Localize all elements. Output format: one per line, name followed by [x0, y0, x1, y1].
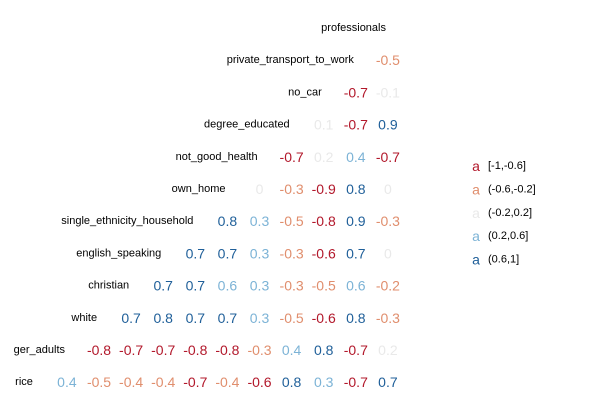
row-label: single_ethnicity_household [61, 215, 193, 227]
correlation-value: -0.6 [247, 374, 271, 390]
correlation-value: 0.7 [346, 245, 366, 261]
correlation-value: 0.9 [378, 117, 398, 133]
correlation-value: 0.7 [121, 310, 141, 326]
legend-label: (0.2,0.6] [488, 230, 528, 242]
correlation-value: -0.4 [151, 374, 175, 390]
row-label: professionals [321, 22, 386, 34]
correlation-value: 0.3 [250, 245, 270, 261]
correlation-value: -0.4 [119, 374, 143, 390]
correlation-value: -0.8 [87, 342, 111, 358]
correlation-value: -0.1 [376, 84, 400, 100]
correlation-value: 0.8 [153, 310, 173, 326]
correlation-value: 0.7 [186, 278, 206, 294]
correlation-value: 0.7 [218, 310, 238, 326]
correlation-value: 0.7 [186, 310, 206, 326]
correlation-value: -0.7 [344, 117, 368, 133]
correlation-value: -0.7 [183, 374, 207, 390]
row-label: rice [15, 376, 33, 388]
row-label: own_home [172, 183, 226, 195]
correlation-value: -0.7 [376, 149, 400, 165]
correlation-value: -0.3 [280, 245, 304, 261]
correlation-value: 0.4 [57, 374, 77, 390]
correlation-value: -0.5 [280, 310, 304, 326]
legend-label: (-0.2,0.2] [488, 207, 532, 219]
correlation-value: -0.3 [247, 342, 271, 358]
correlation-value: 0.9 [346, 213, 366, 229]
correlation-value: 0.7 [218, 245, 238, 261]
correlation-value: -0.3 [376, 310, 400, 326]
row-label: english_speaking [76, 247, 161, 259]
correlation-value: -0.8 [215, 342, 239, 358]
correlation-value: -0.7 [151, 342, 175, 358]
correlation-value: 0.3 [250, 213, 270, 229]
legend-key: a [472, 181, 480, 197]
correlation-value: 0.3 [314, 374, 334, 390]
row-labels: professionals private_transport_to_workno… [14, 22, 387, 388]
correlation-value: -0.7 [119, 342, 143, 358]
correlation-value: 0.2 [314, 149, 334, 165]
legend-key: a [472, 252, 480, 268]
row-label: private_transport_to_work [227, 54, 355, 66]
correlation-value: 0.4 [282, 342, 302, 358]
correlation-value: -0.5 [87, 374, 111, 390]
correlation-value: -0.7 [344, 374, 368, 390]
legend-key: a [472, 158, 480, 174]
correlation-value: -0.3 [280, 278, 304, 294]
correlation-value: -0.8 [312, 213, 336, 229]
correlation-value: 0.7 [153, 278, 173, 294]
row-label: white [70, 312, 97, 324]
correlation-value: 0 [384, 181, 392, 197]
correlation-value: -0.8 [183, 342, 207, 358]
correlation-value: 0.1 [314, 117, 334, 133]
correlation-value: 0.8 [282, 374, 302, 390]
correlation-value: -0.5 [376, 52, 400, 68]
correlation-values: -0.5 -0.7 -0.1 0.1 -0.7 0.9 -0.7 0.2 0.4 -0.7 0 -0.… [57, 52, 400, 390]
correlation-value: -0.6 [312, 310, 336, 326]
correlation-value: -0.2 [376, 278, 400, 294]
correlation-value: -0.6 [312, 245, 336, 261]
legend-label: [-1,-0.6] [488, 160, 526, 172]
row-label: degree_educated [204, 119, 290, 131]
correlation-value: 0.7 [378, 374, 398, 390]
correlation-value: 0.8 [314, 342, 334, 358]
correlation-value: 0.6 [346, 278, 366, 294]
correlation-value: -0.9 [312, 181, 336, 197]
correlation-value: 0.3 [250, 278, 270, 294]
correlation-value: 0.2 [378, 342, 398, 358]
correlation-value: -0.3 [280, 181, 304, 197]
correlation-value: 0.8 [218, 213, 238, 229]
correlation-value: -0.5 [312, 278, 336, 294]
correlation-value: -0.4 [215, 374, 239, 390]
correlation-value: 0.8 [346, 181, 366, 197]
correlation-value: 0 [384, 245, 392, 261]
correlation-value: 0.4 [346, 149, 366, 165]
correlation-value: 0.7 [186, 245, 206, 261]
legend-label: (0.6,1] [488, 254, 519, 266]
legend-label: (-0.6,-0.2] [488, 183, 536, 195]
correlation-value: -0.7 [344, 342, 368, 358]
legend-key: a [472, 228, 480, 244]
row-label: ger_adults [14, 344, 66, 356]
correlation-value: -0.3 [376, 213, 400, 229]
correlation-value: -0.7 [344, 84, 368, 100]
correlation-value: 0.8 [346, 310, 366, 326]
legend: a [-1,-0.6] a (-0.6,-0.2] a (-0.2,0.2] a (0.2,0… [472, 158, 536, 268]
correlation-value: -0.5 [280, 213, 304, 229]
row-label: christian [88, 280, 129, 292]
correlation-value: -0.7 [280, 149, 304, 165]
legend-key: a [472, 205, 480, 221]
correlation-value: 0 [256, 181, 264, 197]
row-label: not_good_health [176, 151, 258, 163]
correlation-value: 0.3 [250, 310, 270, 326]
correlation-value: 0.6 [218, 278, 238, 294]
row-label: no_car [288, 86, 322, 98]
